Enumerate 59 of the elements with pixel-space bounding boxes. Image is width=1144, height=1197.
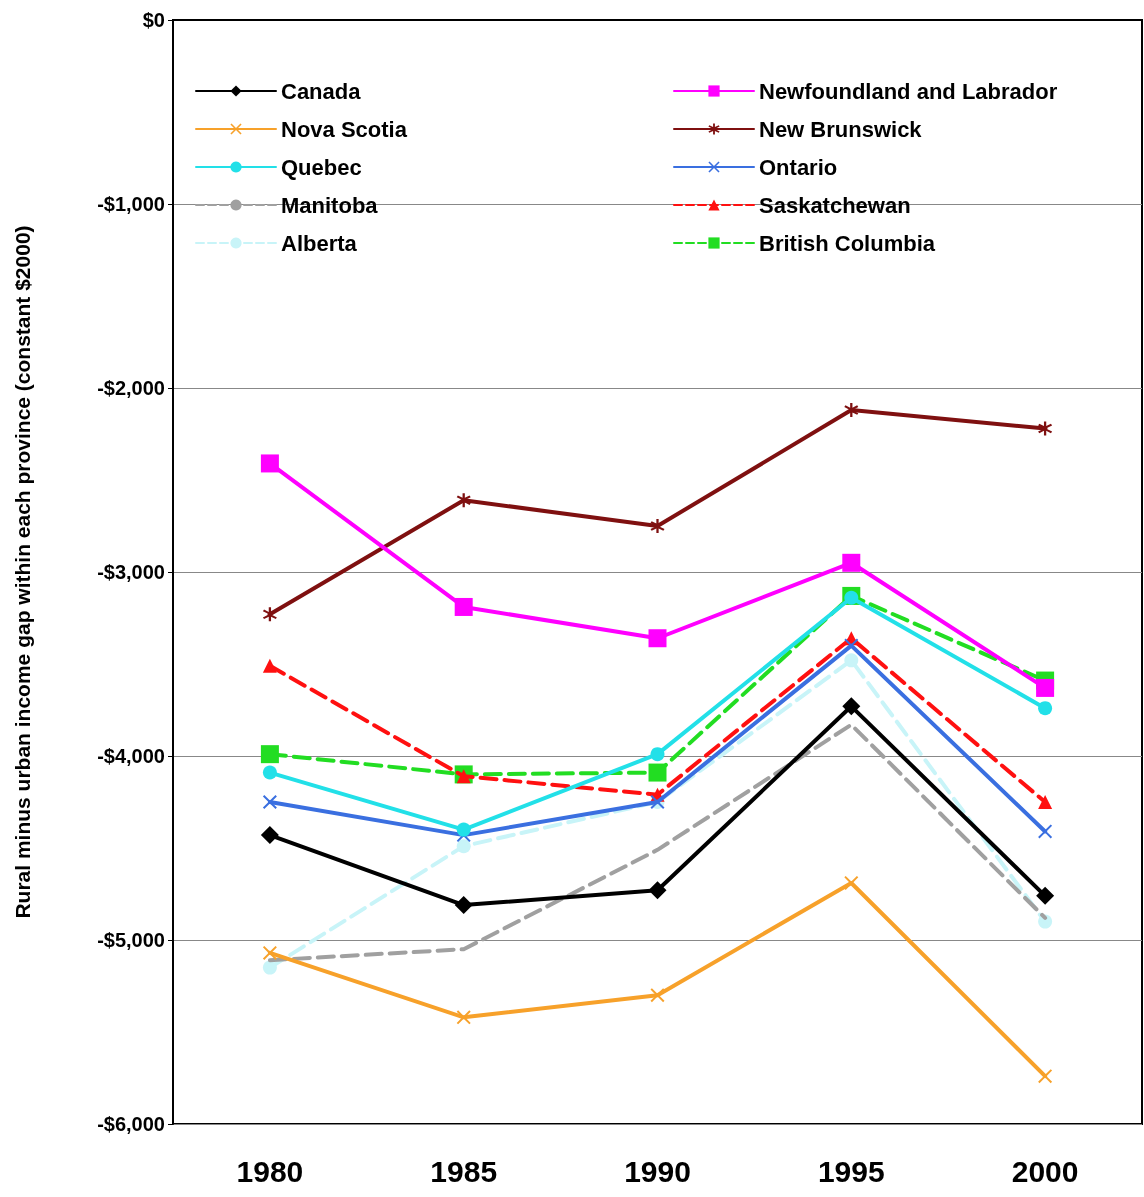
point <box>456 1010 471 1025</box>
y-tick-label: -$3,000 <box>97 561 165 583</box>
point <box>262 960 277 975</box>
y-tick-label: -$4,000 <box>97 745 165 767</box>
legend-label: Manitoba <box>281 192 379 218</box>
x-tick-label: 1990 <box>624 1154 691 1188</box>
point <box>260 745 279 764</box>
x-tick-label: 1995 <box>817 1154 885 1188</box>
y-tick-label: -$5,000 <box>97 929 165 951</box>
point <box>844 590 859 605</box>
x-tick-label: 1980 <box>236 1154 304 1188</box>
legend-label: Alberta <box>281 230 358 256</box>
legend-label: Saskatchewan <box>759 192 911 218</box>
point <box>842 697 861 716</box>
legend-label: Newfoundland and Labrador <box>759 78 1058 104</box>
point <box>648 629 667 648</box>
point <box>844 875 859 890</box>
point <box>260 454 279 473</box>
y-tick-label: -$6,000 <box>97 1113 165 1135</box>
y-tick-label: $0 <box>142 9 165 31</box>
point <box>1038 701 1053 716</box>
point <box>262 765 277 780</box>
point <box>844 403 859 418</box>
point <box>262 658 277 673</box>
point <box>456 839 471 854</box>
point <box>650 988 665 1003</box>
point <box>1038 1069 1053 1084</box>
legend-label: Nova Scotia <box>281 116 408 142</box>
y-tick-label: -$1,000 <box>97 193 165 215</box>
point <box>454 896 473 915</box>
point <box>456 769 471 784</box>
point <box>262 945 277 960</box>
point <box>844 638 859 653</box>
point <box>454 597 473 616</box>
point <box>842 553 861 572</box>
legend-label: Canada <box>281 78 362 104</box>
x-tick-label: 1985 <box>430 1154 498 1188</box>
point <box>456 493 471 508</box>
point <box>844 653 859 668</box>
point <box>262 607 277 622</box>
legend-label: New Brunswick <box>759 116 923 142</box>
point <box>262 795 277 809</box>
legend-label: Ontario <box>759 154 838 180</box>
point <box>650 747 665 762</box>
y-axis-title: Rural minus urban income gap within each province (constant $2000) <box>11 225 34 919</box>
point <box>1036 678 1055 697</box>
x-tick-label: 2000 <box>1011 1154 1079 1188</box>
legend-label: British Columbia <box>759 230 936 256</box>
point <box>650 519 665 533</box>
point <box>456 822 471 837</box>
point <box>260 826 279 845</box>
point <box>1038 795 1053 809</box>
point <box>648 881 667 900</box>
point <box>1038 421 1053 436</box>
point <box>1038 824 1053 839</box>
y-tick-label: -$2,000 <box>97 377 165 399</box>
legend-label: Quebec <box>281 154 362 180</box>
point <box>1036 886 1055 905</box>
point <box>648 763 667 782</box>
